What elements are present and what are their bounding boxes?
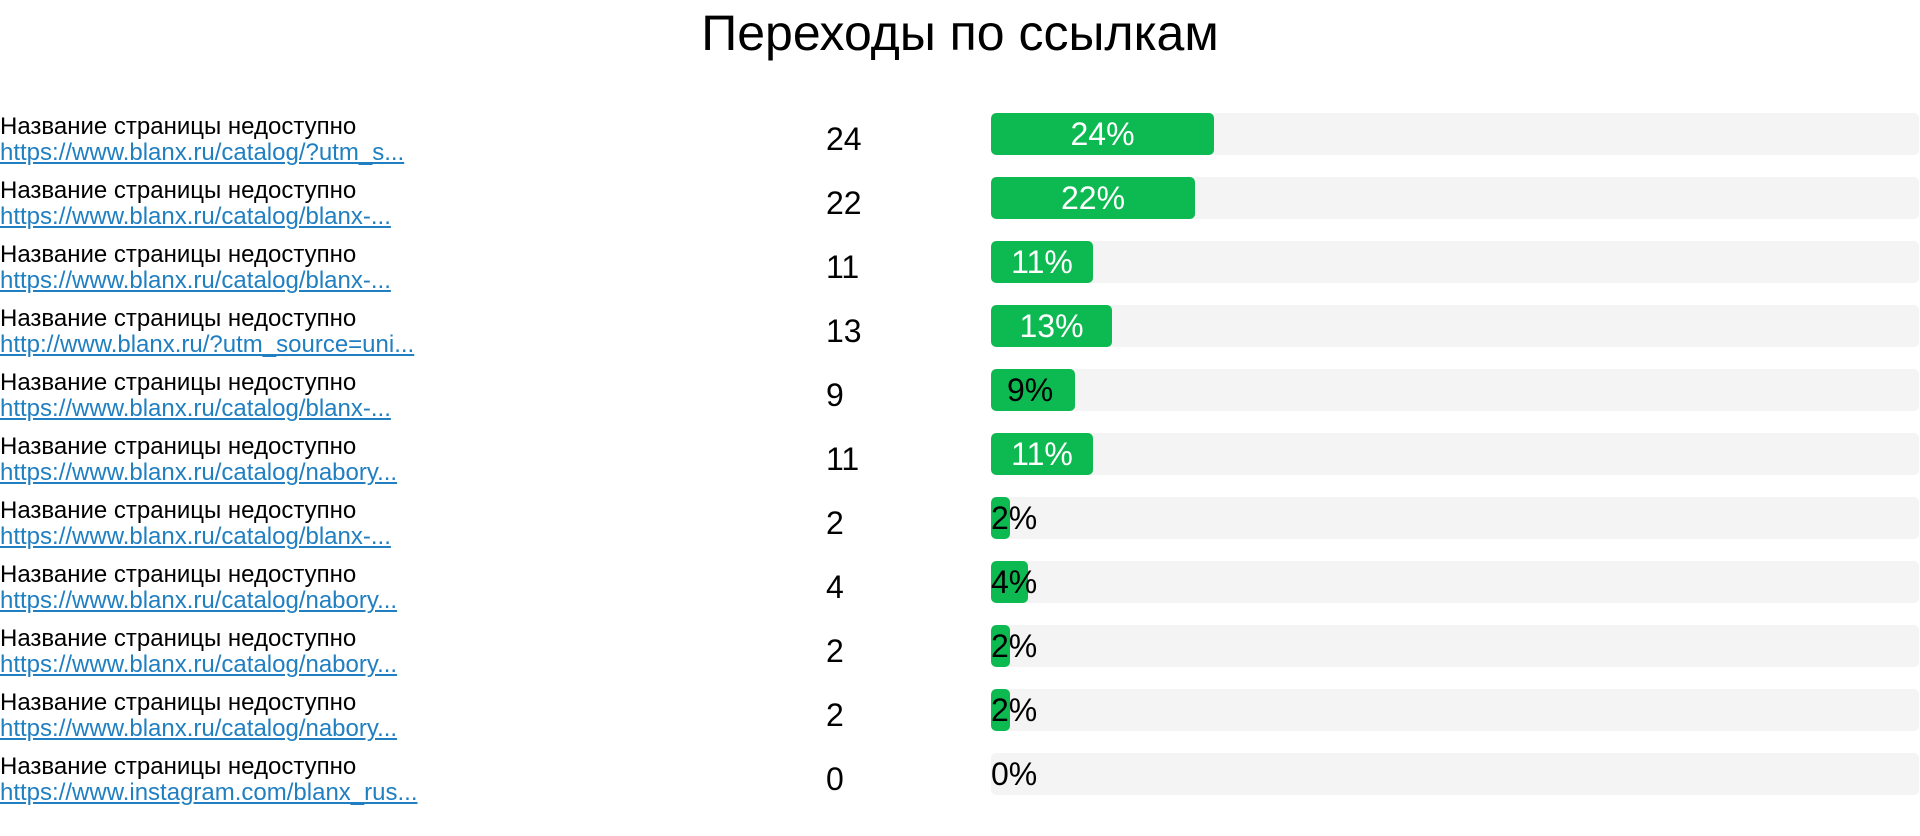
link-row: Название страницы недоступно https://www.… bbox=[0, 492, 1920, 556]
percent-bar-fill bbox=[991, 177, 1195, 219]
link-row: Название страницы недоступно https://www.… bbox=[0, 172, 1920, 236]
percent-bar-fill bbox=[991, 689, 1010, 731]
percent-label: 11% bbox=[1011, 436, 1073, 472]
percent-bar-fill bbox=[991, 625, 1010, 667]
percent-bar-track: 2% bbox=[991, 497, 1919, 539]
percent-bar-track: 11% bbox=[991, 241, 1919, 283]
click-count-label: 24 bbox=[826, 121, 862, 157]
link-row: Название страницы недоступно https://www.… bbox=[0, 748, 1920, 812]
page-name-label: Название страницы недоступно bbox=[0, 177, 357, 204]
page-name-label: Название страницы недоступно bbox=[0, 689, 357, 716]
page-name-label: Название страницы недоступно bbox=[0, 433, 357, 460]
page-url-link[interactable]: https://www.blanx.ru/catalog/blanx-... bbox=[0, 203, 391, 230]
click-count-label: 13 bbox=[826, 313, 862, 349]
percent-bar-track: 2% bbox=[991, 689, 1919, 731]
percent-bar-fill bbox=[991, 561, 1028, 603]
percent-label: 13% bbox=[1019, 308, 1084, 344]
percent-bar-fill bbox=[991, 369, 1075, 411]
percent-label: 0% bbox=[991, 756, 1038, 792]
click-count-label: 9 bbox=[826, 377, 844, 413]
percent-bar-track: 11% bbox=[991, 433, 1919, 475]
click-count-label: 4 bbox=[826, 569, 844, 605]
link-row: Название страницы недоступно https://www.… bbox=[0, 620, 1920, 684]
link-row: Название страницы недоступно https://www.… bbox=[0, 108, 1920, 172]
page-name-label: Название страницы недоступно bbox=[0, 113, 357, 140]
percent-label: 2% bbox=[991, 628, 1038, 664]
percent-bar-fill bbox=[991, 433, 1093, 475]
click-count-label: 22 bbox=[826, 185, 862, 221]
click-count-label: 11 bbox=[826, 441, 860, 477]
click-count-label: 0 bbox=[826, 761, 844, 797]
page-url-link[interactable]: https://www.blanx.ru/catalog/blanx-... bbox=[0, 267, 391, 294]
page-url-link[interactable]: https://www.blanx.ru/catalog/nabory... bbox=[0, 587, 398, 614]
link-row: Название страницы недоступно http://www.b… bbox=[0, 300, 1920, 364]
page-url-link[interactable]: https://www.instagram.com/blanx_rus... bbox=[0, 779, 418, 806]
page-url-link[interactable]: https://www.blanx.ru/catalog/blanx-... bbox=[0, 395, 391, 422]
percent-bar-track: 22% bbox=[991, 177, 1919, 219]
page-url-link[interactable]: https://www.blanx.ru/catalog/blanx-... bbox=[0, 523, 391, 550]
percent-label: 11% bbox=[1011, 244, 1073, 280]
chart-title: Переходы по ссылкам bbox=[701, 5, 1219, 61]
link-clicks-list: Название страницы недоступно https://www.… bbox=[0, 108, 1920, 812]
percent-label: 4% bbox=[991, 564, 1038, 600]
percent-label: 22% bbox=[1060, 180, 1126, 216]
percent-bar-track: 13% bbox=[991, 305, 1919, 347]
link-row: Название страницы недоступно https://www.… bbox=[0, 364, 1920, 428]
page-url-link[interactable]: https://www.blanx.ru/catalog/nabory... bbox=[0, 651, 398, 678]
percent-label: 2% bbox=[991, 692, 1038, 728]
page-name-label: Название страницы недоступно bbox=[0, 369, 357, 396]
link-row: Название страницы недоступно https://www.… bbox=[0, 556, 1920, 620]
page-name-label: Название страницы недоступно bbox=[0, 497, 357, 524]
percent-label: 24% bbox=[1070, 116, 1135, 152]
page-url-link[interactable]: https://www.blanx.ru/catalog/nabory... bbox=[0, 715, 398, 742]
page-name-label: Название страницы недоступно bbox=[0, 753, 357, 780]
page-name-label: Название страницы недоступно bbox=[0, 561, 357, 588]
percent-label: 9% bbox=[1007, 372, 1054, 408]
page-url-link[interactable]: https://www.blanx.ru/catalog/nabory... bbox=[0, 459, 398, 486]
percent-bar-fill bbox=[991, 497, 1010, 539]
page-url-link[interactable]: http://www.blanx.ru/?utm_source=uni... bbox=[0, 331, 415, 358]
click-count-label: 2 bbox=[826, 633, 844, 669]
percent-bar-track: 9% bbox=[991, 369, 1919, 411]
percent-bar-fill bbox=[991, 241, 1093, 283]
click-count-label: 11 bbox=[826, 249, 860, 285]
percent-bar-track: 0% bbox=[991, 753, 1919, 795]
percent-label: 2% bbox=[991, 500, 1038, 536]
percent-bar-track: 24% bbox=[991, 113, 1919, 155]
click-count-label: 2 bbox=[826, 697, 844, 733]
page-name-label: Название страницы недоступно bbox=[0, 625, 357, 652]
percent-bar-fill bbox=[991, 305, 1112, 347]
link-row: Название страницы недоступно https://www.… bbox=[0, 428, 1920, 492]
link-row: Название страницы недоступно https://www.… bbox=[0, 236, 1920, 300]
page-name-label: Название страницы недоступно bbox=[0, 241, 357, 268]
percent-bar-fill bbox=[991, 113, 1214, 155]
page-name-label: Название страницы недоступно bbox=[0, 305, 357, 332]
page-url-link[interactable]: https://www.blanx.ru/catalog/?utm_s... bbox=[0, 139, 405, 166]
percent-bar-track: 2% bbox=[991, 625, 1919, 667]
percent-bar-track: 4% bbox=[991, 561, 1919, 603]
click-count-label: 2 bbox=[826, 505, 844, 541]
link-row: Название страницы недоступно https://www.… bbox=[0, 684, 1920, 748]
